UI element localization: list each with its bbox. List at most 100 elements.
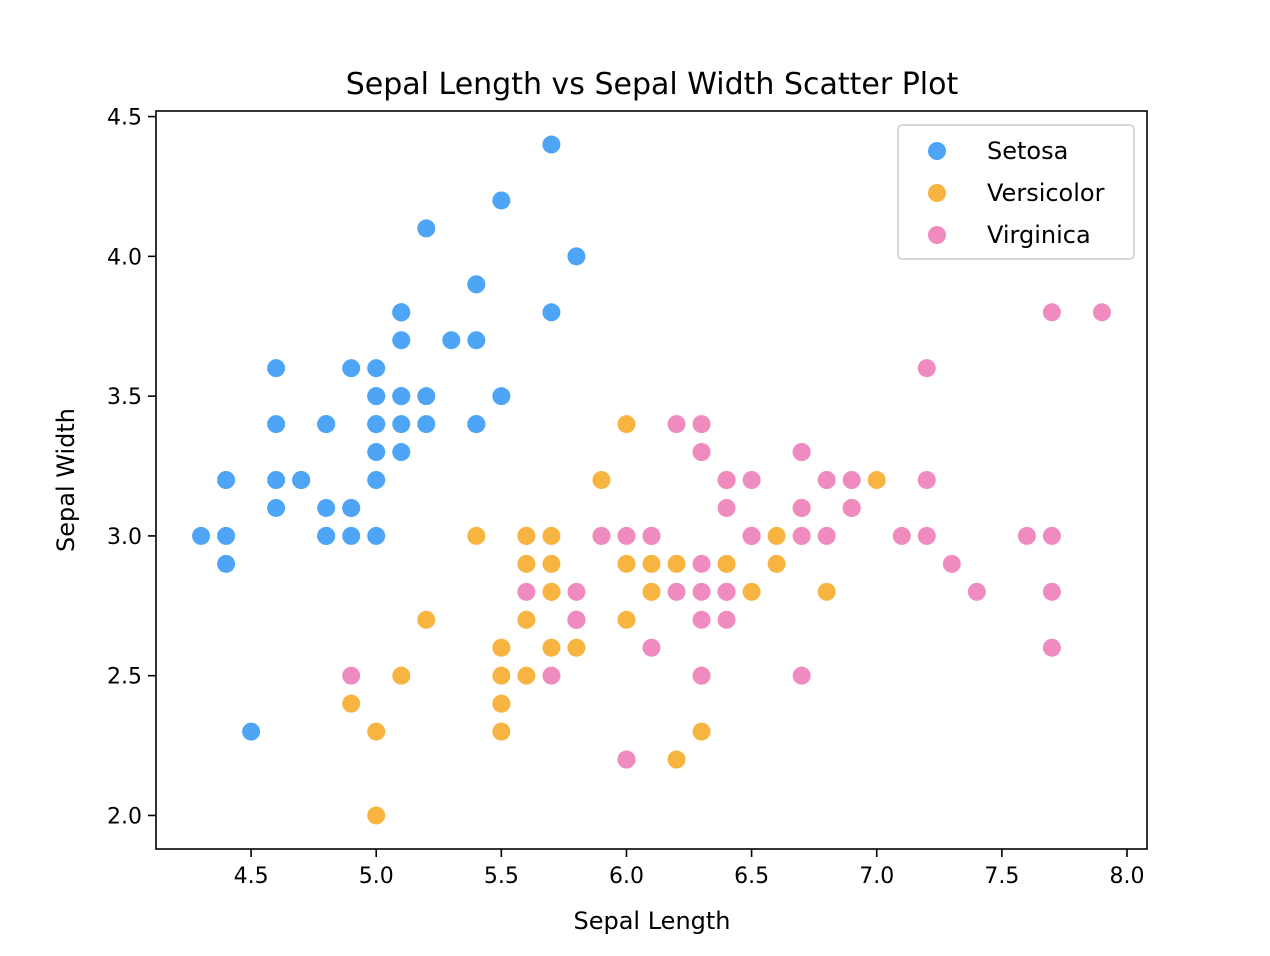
point-virginica: [967, 582, 986, 601]
point-virginica: [842, 498, 861, 517]
point-setosa: [267, 415, 286, 434]
point-virginica: [342, 666, 361, 685]
point-versicolor: [542, 582, 561, 601]
y-axis: 2.0 2.5 3.0 3.5 4.0 4.5: [107, 106, 156, 829]
point-versicolor: [617, 610, 636, 629]
legend: Setosa Versicolor Virginica: [897, 124, 1135, 260]
point-setosa: [392, 443, 411, 462]
point-virginica: [917, 526, 936, 545]
x-tick-label: 5.5: [484, 864, 519, 889]
x-tick-label: 5.0: [359, 864, 394, 889]
legend-marker-virginica: [928, 226, 946, 244]
point-setosa: [342, 526, 361, 545]
point-versicolor: [767, 554, 786, 573]
point-setosa: [392, 415, 411, 434]
point-versicolor: [617, 415, 636, 434]
point-setosa: [317, 415, 336, 434]
point-versicolor: [567, 638, 586, 657]
legend-marker-versicolor: [928, 184, 946, 202]
point-setosa: [342, 498, 361, 517]
point-setosa: [442, 331, 461, 350]
point-versicolor: [367, 722, 386, 741]
y-tick-label: 3.5: [107, 385, 142, 410]
legend-label-versicolor: Versicolor: [987, 179, 1105, 207]
point-virginica: [1092, 303, 1111, 322]
point-setosa: [217, 471, 236, 489]
plot-area: [192, 135, 1111, 825]
point-virginica: [692, 582, 711, 601]
y-tick-label: 3.0: [107, 525, 142, 550]
point-setosa: [367, 359, 386, 378]
point-setosa: [392, 387, 411, 406]
point-setosa: [367, 471, 386, 489]
point-setosa: [367, 526, 386, 545]
y-tick-label: 2.0: [107, 804, 142, 829]
point-versicolor: [492, 666, 511, 685]
point-versicolor: [417, 610, 436, 629]
point-virginica: [792, 443, 811, 462]
point-setosa: [567, 247, 586, 266]
point-versicolor: [517, 554, 536, 573]
point-virginica: [792, 526, 811, 545]
point-virginica: [942, 554, 961, 573]
chart-title: Sepal Length vs Sepal Width Scatter Plot: [346, 67, 959, 102]
point-virginica: [1042, 582, 1061, 601]
point-virginica: [692, 610, 711, 629]
point-setosa: [267, 359, 286, 378]
point-virginica: [717, 582, 736, 601]
point-versicolor: [617, 554, 636, 573]
point-setosa: [292, 471, 311, 489]
point-setosa: [467, 415, 486, 434]
y-tick-label: 4.5: [107, 106, 142, 131]
point-virginica: [917, 359, 936, 378]
point-virginica: [567, 582, 586, 601]
point-versicolor: [492, 638, 511, 657]
point-versicolor: [817, 582, 836, 601]
point-setosa: [217, 526, 236, 545]
point-versicolor: [867, 471, 886, 489]
point-versicolor: [517, 610, 536, 629]
point-setosa: [542, 303, 561, 322]
point-versicolor: [342, 694, 361, 713]
point-versicolor: [692, 722, 711, 741]
point-virginica: [692, 666, 711, 685]
point-virginica: [717, 610, 736, 629]
point-virginica: [842, 471, 861, 489]
legend-label-virginica: Virginica: [987, 221, 1091, 249]
point-setosa: [467, 275, 486, 294]
point-setosa: [542, 135, 561, 154]
point-virginica: [567, 610, 586, 629]
point-setosa: [367, 443, 386, 462]
point-versicolor: [367, 806, 386, 825]
point-setosa: [492, 191, 511, 210]
point-setosa: [367, 387, 386, 406]
x-axis-label: Sepal Length: [573, 907, 730, 935]
point-virginica: [642, 526, 661, 545]
point-virginica: [742, 526, 761, 545]
point-setosa: [317, 526, 336, 545]
point-setosa: [392, 331, 411, 350]
y-tick-label: 4.0: [107, 245, 142, 270]
point-versicolor: [467, 526, 486, 545]
point-versicolor: [667, 554, 686, 573]
x-tick-label: 8.0: [1109, 864, 1144, 889]
point-virginica: [617, 750, 636, 769]
point-virginica: [1042, 638, 1061, 657]
point-virginica: [692, 554, 711, 573]
y-tick-label: 2.5: [107, 665, 142, 690]
point-virginica: [642, 638, 661, 657]
point-setosa: [267, 498, 286, 517]
point-versicolor: [767, 526, 786, 545]
point-virginica: [592, 526, 611, 545]
point-setosa: [417, 219, 436, 238]
point-virginica: [1017, 526, 1036, 545]
point-setosa: [267, 471, 286, 489]
point-versicolor: [542, 554, 561, 573]
point-versicolor: [517, 666, 536, 685]
point-versicolor: [642, 554, 661, 573]
point-virginica: [792, 666, 811, 685]
point-versicolor: [392, 666, 411, 685]
point-setosa: [367, 415, 386, 434]
point-versicolor: [592, 471, 611, 489]
